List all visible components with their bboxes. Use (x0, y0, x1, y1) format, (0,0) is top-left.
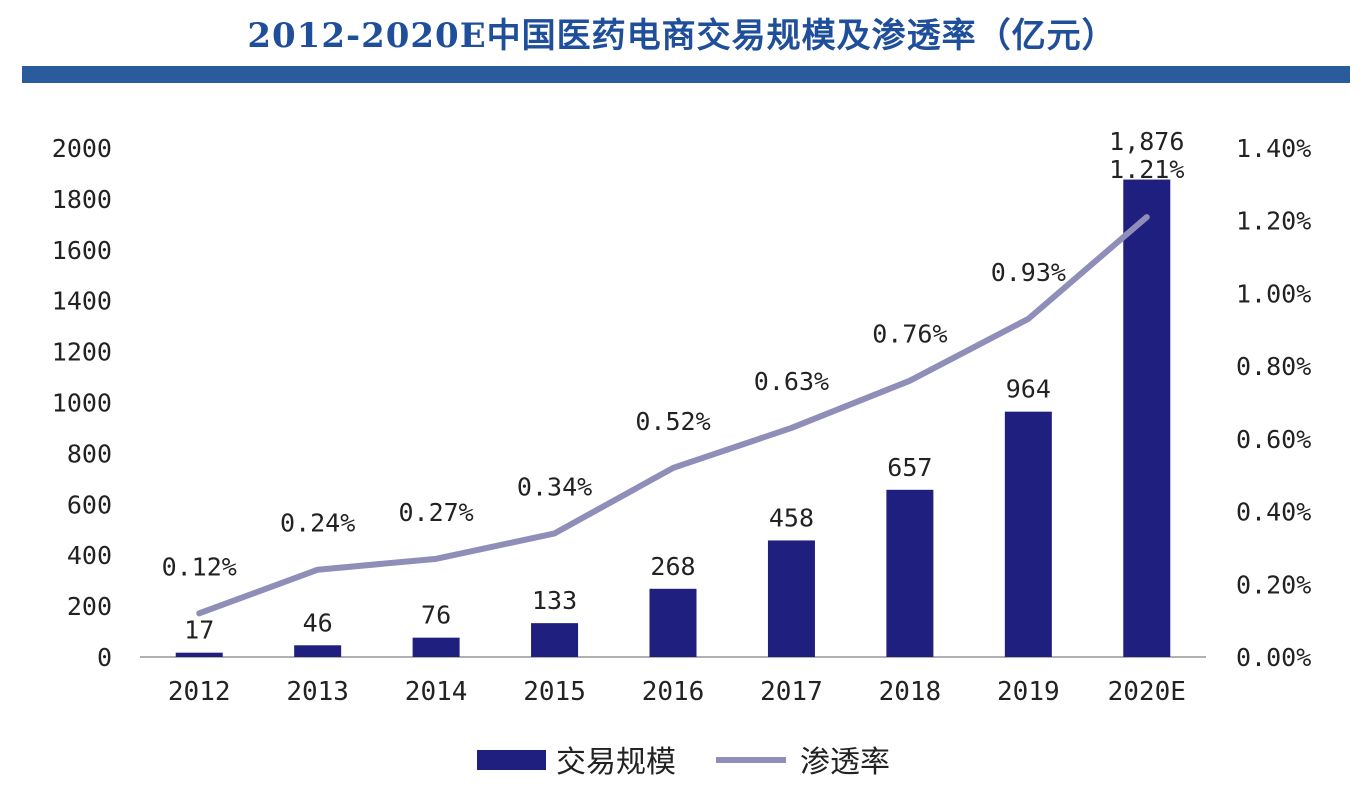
bar-2018 (886, 489, 934, 657)
x-tick-label: 2019 (997, 677, 1060, 707)
y-right-tick-label: 0.20% (1236, 570, 1311, 599)
bar-2012 (175, 652, 223, 657)
chart-title: 2012-2020E中国医药电商交易规模及渗透率（亿元） (247, 16, 1117, 56)
x-tick-label: 2017 (760, 677, 823, 707)
bar-value-label: 133 (532, 586, 577, 615)
bar-2013 (294, 645, 342, 657)
bar-2015 (531, 623, 579, 657)
bar-value-label: 76 (421, 601, 451, 630)
y-left-tick-label: 1200 (52, 338, 112, 367)
y-right-tick-label: 1.40% (1236, 134, 1311, 163)
y-right-tick-label: 1.00% (1236, 279, 1311, 308)
line-value-label: 0.24% (280, 509, 355, 538)
bar-2014 (412, 637, 460, 657)
y-left-tick-label: 1600 (52, 236, 112, 265)
bar-value-label: 657 (887, 453, 932, 482)
legend-line-label: 渗透率 (800, 745, 890, 780)
x-tick-label: 2020E (1108, 677, 1186, 707)
y-right-tick-label: 0.00% (1236, 643, 1311, 672)
line-value-label: 0.27% (398, 498, 473, 527)
line-value-label: 0.34% (517, 472, 592, 501)
bar-value-label: 268 (650, 552, 695, 581)
bar-value-label: 17 (184, 616, 214, 645)
y-left-tick-label: 1800 (52, 185, 112, 214)
line-value-label: 0.76% (872, 320, 947, 349)
bar-2020E (1123, 179, 1171, 658)
x-tick-label: 2012 (168, 677, 231, 707)
bar-value-label: 458 (769, 503, 814, 532)
x-tick-label: 2016 (642, 677, 705, 707)
bar-value-label: 46 (303, 608, 333, 637)
title-underline (22, 66, 1350, 83)
x-tick-label: 2014 (405, 677, 468, 707)
y-right-tick-label: 0.80% (1236, 352, 1311, 381)
line-value-label: 0.12% (162, 552, 237, 581)
bar-2016 (649, 588, 697, 657)
line-value-label: 0.52% (635, 407, 710, 436)
y-left-tick-label: 200 (67, 592, 112, 621)
bar-2019 (1004, 411, 1052, 657)
y-left-tick-label: 800 (67, 439, 112, 468)
y-left-tick-label: 1400 (52, 287, 112, 316)
y-right-tick-label: 0.60% (1236, 425, 1311, 454)
y-left-tick-label: 400 (67, 541, 112, 570)
line-value-label: 0.63% (754, 367, 829, 396)
y-left-tick-label: 1000 (52, 389, 112, 418)
x-tick-label: 2013 (286, 677, 349, 707)
y-right-tick-label: 1.20% (1236, 207, 1311, 236)
y-left-tick-label: 0 (97, 643, 112, 672)
bar-value-label: 1,876 (1109, 127, 1184, 156)
x-tick-label: 2018 (879, 677, 942, 707)
line-value-label: 1.21% (1109, 155, 1184, 184)
x-tick-label: 2015 (523, 677, 586, 707)
legend-bar-label: 交易规模 (556, 745, 676, 780)
line-value-label: 0.93% (991, 258, 1066, 287)
y-left-tick-label: 600 (67, 490, 112, 519)
bar-value-label: 964 (1006, 375, 1051, 404)
y-left-tick-label: 2000 (52, 134, 112, 163)
bar-2017 (767, 540, 815, 657)
y-right-tick-label: 0.40% (1236, 498, 1311, 527)
legend-bar-swatch (477, 750, 546, 770)
